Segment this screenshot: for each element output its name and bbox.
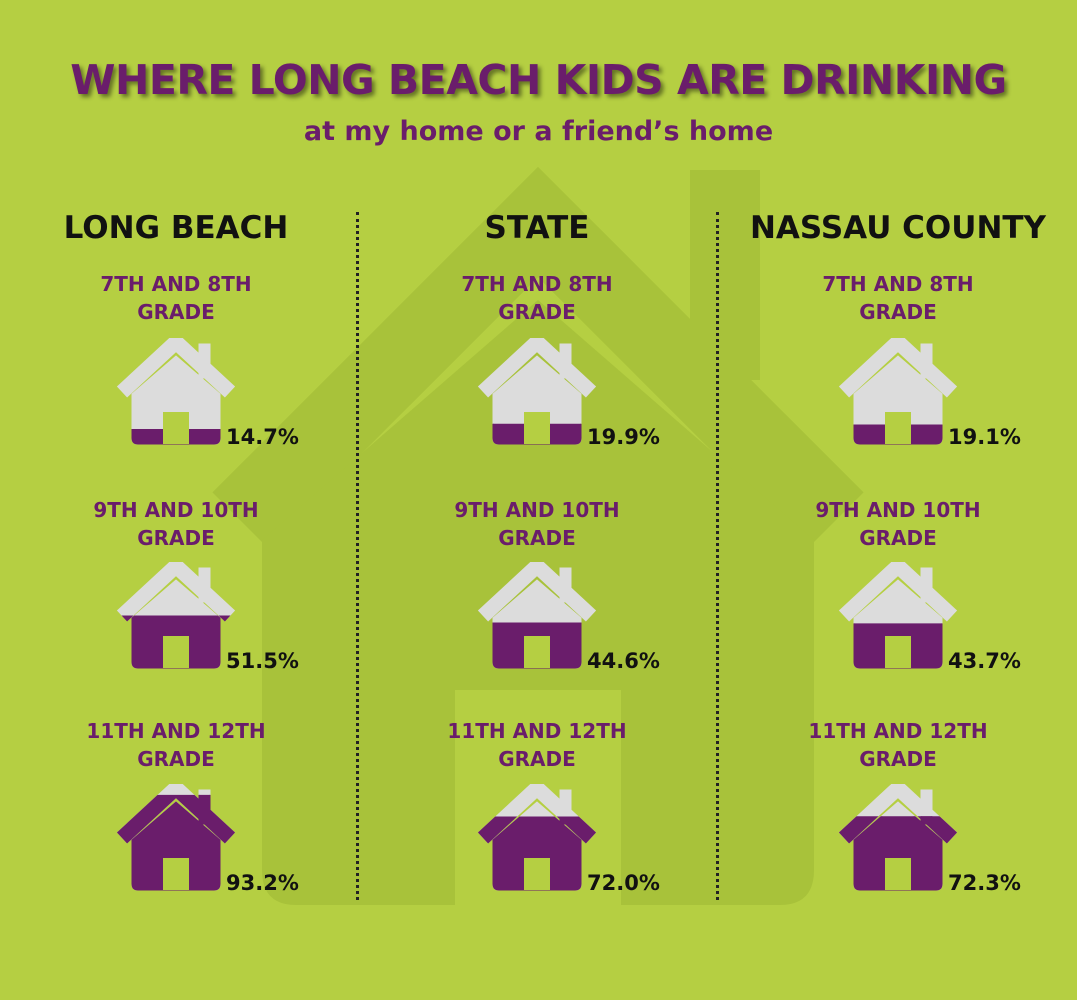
grade-label-state-7-8: 7TH AND 8TH GRADE <box>461 272 613 324</box>
grade-label-nassau-9-10: 9TH AND 10TH GRADE <box>815 498 981 550</box>
percent-label-nassau-11-12: 72.3% <box>948 871 1021 895</box>
house-fill-icon-state-9-10 <box>477 562 597 669</box>
house-fill-icon-nassau-11-12 <box>838 784 958 891</box>
house-fill-icon-lb-11-12 <box>116 784 236 891</box>
percent-label-lb-11-12: 93.2% <box>226 871 299 895</box>
grade-label-nassau-11-12: 11TH AND 12TH GRADE <box>808 719 988 771</box>
grade-label-lb-11-12: 11TH AND 12TH GRADE <box>86 719 266 771</box>
column-header-long-beach: LONG BEACH <box>63 210 289 246</box>
percent-label-state-11-12: 72.0% <box>587 871 660 895</box>
house-fill-icon-lb-7-8 <box>116 338 236 445</box>
percent-label-nassau-9-10: 43.7% <box>948 649 1021 673</box>
grade-label-state-11-12: 11TH AND 12TH GRADE <box>447 719 627 771</box>
page-title: WHERE LONG BEACH KIDS ARE DRINKING <box>70 56 1007 104</box>
column-divider-left <box>356 212 359 900</box>
grade-label-lb-9-10: 9TH AND 10TH GRADE <box>93 498 259 550</box>
house-fill-icon-nassau-7-8 <box>838 338 958 445</box>
page-subtitle: at my home or a friend’s home <box>303 116 774 147</box>
percent-label-state-9-10: 44.6% <box>587 649 660 673</box>
percent-label-state-7-8: 19.9% <box>587 425 660 449</box>
percent-label-lb-9-10: 51.5% <box>226 649 299 673</box>
percent-label-nassau-7-8: 19.1% <box>948 425 1021 449</box>
percent-label-lb-7-8: 14.7% <box>226 425 299 449</box>
column-header-state: STATE <box>484 210 590 246</box>
grade-label-state-9-10: 9TH AND 10TH GRADE <box>454 498 620 550</box>
house-fill-icon-nassau-9-10 <box>838 562 958 669</box>
column-divider-right <box>716 212 719 900</box>
house-fill-icon-state-11-12 <box>477 784 597 891</box>
house-fill-icon-lb-9-10 <box>116 562 236 669</box>
house-fill-icon-state-7-8 <box>477 338 597 445</box>
column-header-nassau-county: NASSAU COUNTY <box>749 210 1046 246</box>
grade-label-nassau-7-8: 7TH AND 8TH GRADE <box>822 272 974 324</box>
grade-label-lb-7-8: 7TH AND 8TH GRADE <box>100 272 252 324</box>
